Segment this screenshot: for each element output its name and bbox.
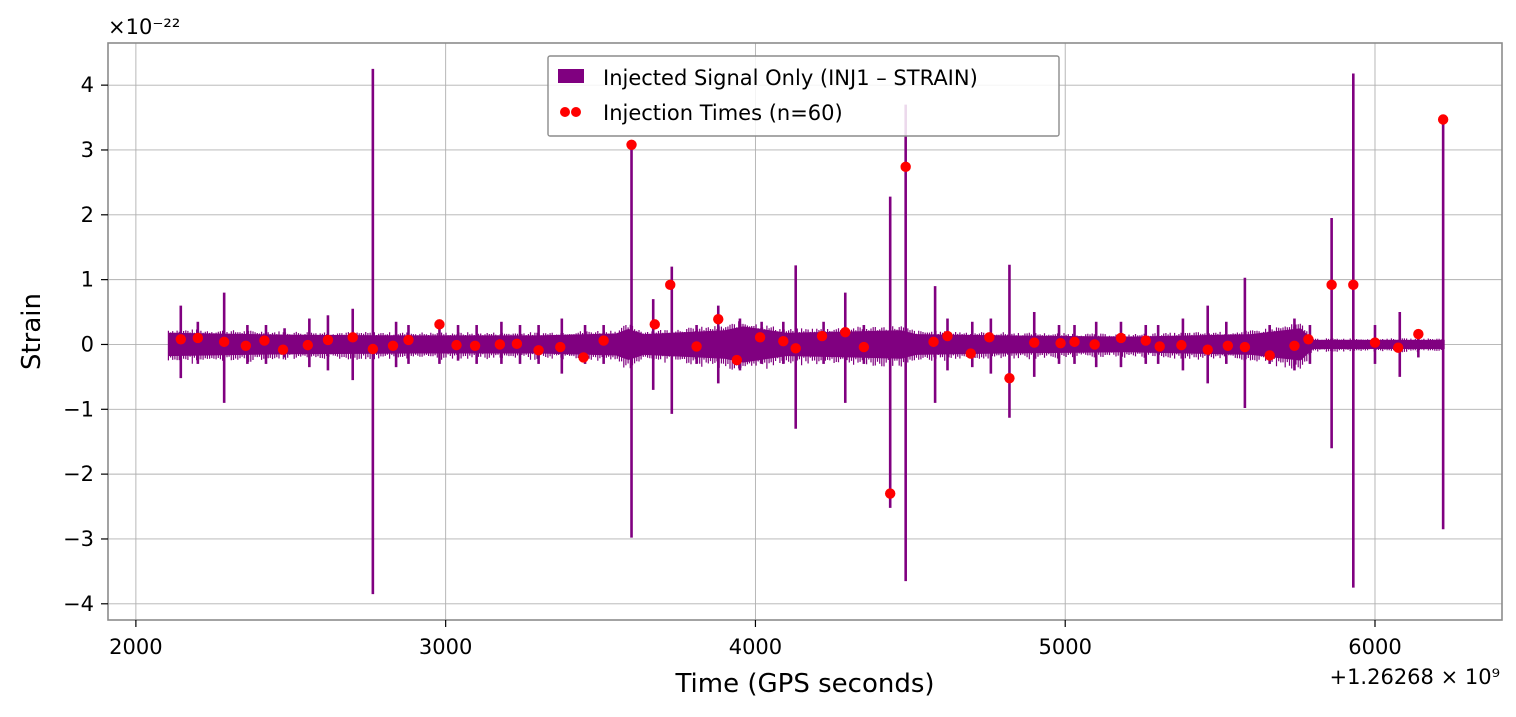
y-axis-label: Strain bbox=[17, 293, 47, 370]
injection-point bbox=[816, 330, 828, 342]
y-scale-label: ×10⁻²² bbox=[108, 15, 180, 39]
plot-frame bbox=[107, 42, 1503, 621]
injection-point bbox=[1202, 344, 1213, 355]
y-tick-label: 0 bbox=[81, 332, 94, 356]
injection-point bbox=[1393, 342, 1404, 353]
x-tick-label: 2000 bbox=[109, 635, 162, 659]
injection-point bbox=[533, 345, 544, 356]
injection-point bbox=[984, 332, 995, 343]
injection-point bbox=[1140, 335, 1151, 346]
injection-point bbox=[1303, 334, 1314, 345]
legend-box bbox=[547, 55, 1060, 137]
injection-point bbox=[900, 161, 911, 173]
injection-point bbox=[1176, 339, 1187, 351]
y-tick-label: −3 bbox=[63, 527, 94, 551]
injection-point bbox=[1413, 328, 1424, 340]
x-tick-label: 3000 bbox=[419, 635, 472, 659]
injection-point bbox=[322, 334, 334, 346]
injection-point bbox=[1115, 332, 1127, 344]
injection-point bbox=[469, 340, 481, 351]
x-offset-label: +1.26268 × 10⁹ bbox=[1329, 665, 1500, 689]
injection-point bbox=[1369, 337, 1381, 348]
injection-point bbox=[434, 319, 445, 330]
y-tick-label: 3 bbox=[81, 138, 94, 162]
injection-point bbox=[403, 334, 414, 346]
injection-point bbox=[942, 330, 953, 342]
legend-marker-injection-times-a bbox=[560, 107, 570, 117]
legend: Injected Signal Only (INJ1 – STRAIN) Inj… bbox=[547, 55, 1060, 137]
injection-point bbox=[965, 348, 976, 359]
y-tick-label: 4 bbox=[81, 73, 94, 97]
injection-point bbox=[731, 354, 743, 366]
legend-swatch-injected-signal bbox=[558, 69, 584, 83]
injection-point bbox=[598, 335, 609, 346]
injection-point bbox=[754, 332, 766, 343]
injection-point bbox=[175, 334, 186, 345]
injection-point bbox=[555, 341, 566, 353]
injection-point bbox=[1089, 339, 1100, 350]
y-tick-label: −2 bbox=[63, 462, 94, 486]
injection-point bbox=[302, 339, 314, 351]
x-tick-label: 5000 bbox=[1038, 635, 1091, 659]
injection-point bbox=[347, 332, 358, 343]
injection-point bbox=[649, 319, 660, 330]
injection-point bbox=[858, 341, 870, 353]
y-tick-label: 1 bbox=[81, 268, 94, 292]
injection-point bbox=[1029, 337, 1040, 348]
injection-point bbox=[1055, 337, 1066, 349]
plot-area bbox=[167, 68, 1449, 595]
injection-point bbox=[713, 313, 724, 325]
x-tick-label: 4000 bbox=[729, 635, 782, 659]
injection-point bbox=[840, 326, 851, 338]
injection-point bbox=[387, 340, 399, 351]
injection-point bbox=[367, 343, 379, 355]
injection-point bbox=[626, 139, 637, 150]
x-tick-label: 6000 bbox=[1348, 635, 1401, 659]
injection-point bbox=[1348, 279, 1359, 291]
legend-marker-injection-times-b bbox=[571, 107, 581, 117]
y-tick-label: −1 bbox=[63, 397, 94, 421]
injection-point bbox=[778, 336, 789, 347]
injection-point bbox=[511, 338, 523, 350]
legend-label-injection-times: Injection Times (n=60) bbox=[603, 101, 843, 125]
injection-point bbox=[192, 332, 204, 344]
injection-point bbox=[218, 336, 230, 348]
injection-point bbox=[1004, 372, 1015, 384]
injection-point bbox=[691, 341, 702, 352]
y-tick-label: −4 bbox=[63, 592, 94, 616]
injection-point bbox=[665, 279, 676, 291]
injection-point bbox=[1326, 279, 1337, 291]
injection-point bbox=[1264, 350, 1275, 361]
injection-point bbox=[884, 488, 896, 499]
injection-point bbox=[1239, 341, 1251, 353]
ticks: 2000 3000 4000 5000 6000 4 3 2 1 0 −1 −2 −3 −4 bbox=[63, 73, 1402, 659]
injection-point bbox=[1154, 341, 1165, 352]
injection-point bbox=[1222, 340, 1234, 351]
y-tick-label: 2 bbox=[81, 203, 94, 227]
injection-point bbox=[1069, 336, 1080, 348]
injection-point bbox=[1437, 114, 1449, 125]
x-axis-label: Time (GPS seconds) bbox=[674, 669, 934, 699]
injection-point bbox=[1289, 340, 1300, 351]
injection-point bbox=[928, 336, 939, 348]
injection-point bbox=[494, 339, 506, 350]
legend-label-injected-signal: Injected Signal Only (INJ1 – STRAIN) bbox=[603, 66, 978, 90]
injection-point bbox=[790, 343, 801, 354]
injection-point bbox=[578, 352, 589, 363]
injection-point bbox=[451, 339, 462, 351]
injection-point bbox=[277, 344, 289, 355]
injection-point bbox=[259, 335, 270, 346]
injection-point bbox=[240, 340, 252, 351]
